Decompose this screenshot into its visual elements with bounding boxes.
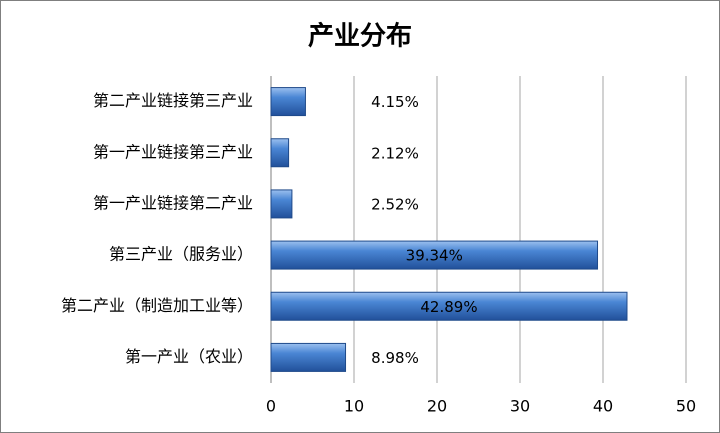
y-tick-label: 第一产业链接第三产业 — [93, 142, 253, 161]
chart-title: 产业分布 — [308, 22, 412, 52]
data-label: 39.34% — [406, 247, 463, 265]
x-tick-label: 20 — [427, 397, 447, 416]
bar — [270, 87, 306, 117]
y-tick-label: 第二产业链接第三产业 — [93, 91, 253, 110]
x-tick-label: 10 — [344, 397, 364, 416]
x-tick-label: 30 — [510, 397, 530, 416]
bar — [270, 291, 628, 321]
bar — [270, 342, 347, 372]
data-label: 2.52% — [371, 195, 419, 213]
bar — [270, 240, 599, 270]
data-label: 8.98% — [371, 349, 419, 367]
bar — [270, 189, 293, 219]
data-label: 2.12% — [371, 144, 419, 162]
data-label: 4.15% — [371, 93, 419, 111]
y-tick-label: 第一产业链接第二产业 — [93, 193, 253, 212]
y-tick-label: 第一产业（农业） — [125, 347, 253, 366]
y-tick-label: 第三产业（服务业） — [109, 245, 253, 264]
y-tick-label: 第二产业（制造加工业等） — [61, 296, 253, 315]
x-tick-label: 50 — [676, 397, 696, 416]
data-label: 42.89% — [420, 298, 477, 316]
x-tick-label: 40 — [593, 397, 613, 416]
bar — [270, 138, 290, 168]
x-tick-label: 0 — [266, 397, 276, 416]
